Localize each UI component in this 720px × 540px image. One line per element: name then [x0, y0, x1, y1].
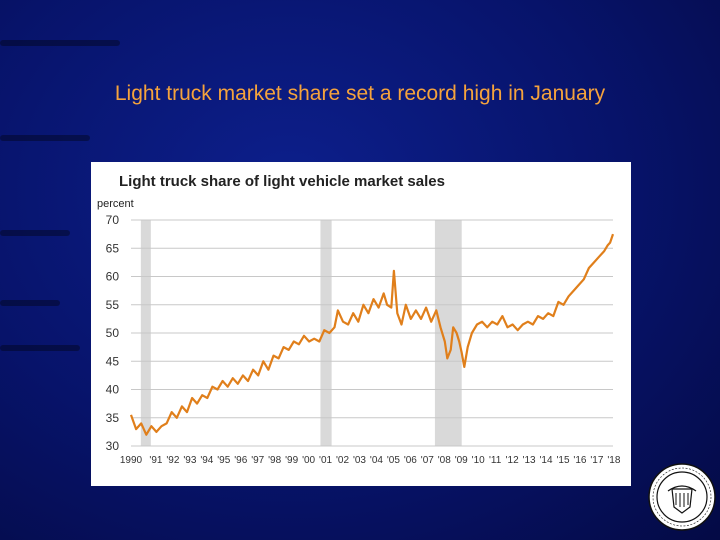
y-tick-label: 50: [106, 326, 120, 340]
x-tick-label: '91: [149, 455, 162, 466]
x-tick-label: '14: [540, 455, 553, 466]
chart-title: Light truck share of light vehicle marke…: [119, 173, 445, 190]
series-layer: [129, 233, 615, 436]
background-streak: [0, 300, 60, 306]
x-tick-label: '95: [217, 455, 230, 466]
x-tick-label: '96: [234, 455, 247, 466]
y-tick-label: 40: [106, 383, 120, 397]
y-tick-label: 35: [106, 411, 120, 425]
x-tick-label: '94: [200, 455, 213, 466]
x-tick-label: '99: [285, 455, 298, 466]
x-tick-label: '01: [319, 455, 332, 466]
x-tick-label: '92: [166, 455, 179, 466]
x-tick-label: '02: [336, 455, 349, 466]
federal-reserve-seal-icon: [648, 463, 716, 531]
y-tick-label: 55: [106, 298, 120, 312]
line-chart: Light truck share of light vehicle marke…: [97, 173, 621, 466]
x-tick-label: '08: [438, 455, 451, 466]
x-tick-label: 1990: [120, 455, 143, 466]
background-streak: [0, 345, 80, 351]
x-tick-label: '09: [455, 455, 468, 466]
x-tick-label: '00: [302, 455, 315, 466]
x-tick-label: '05: [387, 455, 400, 466]
background-streak: [0, 135, 90, 141]
x-tick-label: '17: [590, 455, 603, 466]
y-tick-label: 45: [106, 354, 120, 368]
series-line: [129, 233, 615, 436]
x-tick-label: '07: [421, 455, 434, 466]
x-tick-label: '16: [573, 455, 586, 466]
x-tick-label: '98: [268, 455, 281, 466]
x-tick-label: '15: [556, 455, 569, 466]
y-tick-label: 65: [106, 241, 120, 255]
x-tick-label: '10: [472, 455, 485, 466]
chart-panel: Light truck share of light vehicle marke…: [91, 162, 631, 486]
x-tick-label: '18: [607, 455, 620, 466]
y-tick-label: 70: [106, 213, 120, 227]
y-tick-labels: 30 35 40 45 50 55 60 65 70: [106, 213, 120, 453]
background-streak: [0, 40, 120, 46]
slide-title: Light truck market share set a record hi…: [114, 82, 606, 105]
x-tick-label: '93: [183, 455, 196, 466]
y-axis-label: percent: [97, 198, 134, 210]
gridlines: [131, 219, 613, 447]
x-tick-label: '12: [506, 455, 519, 466]
x-tick-labels: 1990 '91 '92 '93 '94 '95 '96 '97 '98 '99 '00 '01 '02…: [120, 455, 621, 466]
x-tick-label: '04: [370, 455, 383, 466]
x-tick-label: '03: [353, 455, 366, 466]
background-streak: [0, 230, 70, 236]
y-tick-label: 30: [106, 439, 120, 453]
x-tick-label: '06: [404, 455, 417, 466]
x-tick-label: '13: [523, 455, 536, 466]
y-tick-label: 60: [106, 270, 120, 284]
x-tick-label: '11: [489, 455, 502, 466]
x-tick-label: '97: [251, 455, 264, 466]
